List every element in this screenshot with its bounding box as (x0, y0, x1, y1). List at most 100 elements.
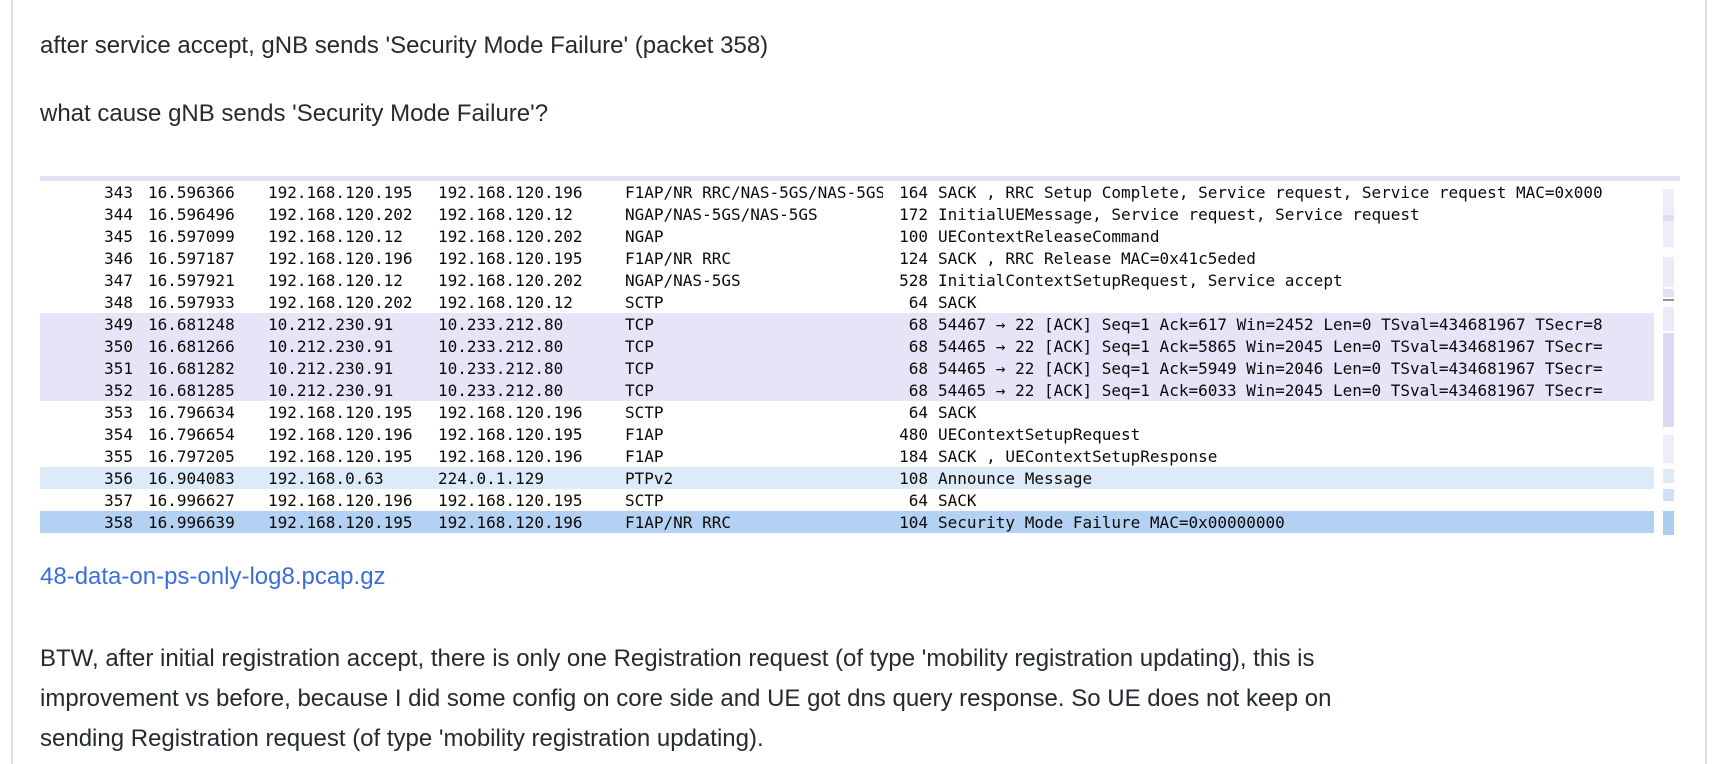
packet-cell-dst: 192.168.120.12 (438, 292, 573, 312)
packet-cell-proto: PTPv2 (625, 468, 674, 488)
packet-cell-no: 355 (104, 446, 133, 466)
packet-row: 352 16.681285 10.212.230.91 10.233.212.80 TC… (40, 379, 1654, 401)
packet-cell-no: 344 (104, 204, 133, 224)
packet-cell-no: 356 (104, 468, 133, 488)
packet-cell-info: Security Mode Failure MAC=0x00000000 (938, 512, 1285, 532)
packet-cell-info: UEContextSetupRequest (938, 424, 1141, 444)
packet-cell-len: 68 (908, 336, 928, 356)
wireshark-packet-list-image[interactable]: 343 16.596366 192.168.120.195 192.168.120.1… (40, 176, 1680, 535)
packet-cell-src: 10.212.230.91 (268, 380, 394, 400)
table-header-strip (40, 176, 1680, 181)
packet-row: 353 16.796634 192.168.120.195 192.168.120.1… (40, 401, 1654, 423)
packet-cell-no: 358 (104, 512, 133, 532)
packet-cell-time: 16.596366 (148, 182, 235, 202)
packet-cell-info: InitialUEMessage, Service request, Servi… (938, 204, 1420, 224)
packet-cell-proto: NGAP (625, 226, 664, 246)
packet-cell-proto: F1AP/NR RRC (625, 248, 731, 268)
packet-cell-proto: NGAP/NAS-5GS/NAS-5GS (625, 204, 818, 224)
packet-row: 350 16.681266 10.212.230.91 10.233.212.80 TC… (40, 335, 1654, 357)
packet-cell-len: 68 (908, 358, 928, 378)
packet-row: 347 16.597921 192.168.120.12 192.168.120.20… (40, 269, 1654, 291)
packet-cell-no: 349 (104, 314, 133, 334)
packet-cell-info: SACK (938, 490, 977, 510)
packet-cell-dst: 192.168.120.202 (438, 226, 583, 246)
packet-cell-info: 54465 → 22 [ACK] Seq=1 Ack=5865 Win=2045… (938, 336, 1603, 356)
packet-cell-len: 528 (899, 270, 928, 290)
paragraph-btw-line: BTW, after initial registration accept, … (40, 645, 1315, 672)
packet-cell-info: SACK , RRC Setup Complete, Service reque… (938, 182, 1603, 202)
packet-cell-no: 350 (104, 336, 133, 356)
minimap-segment (1663, 215, 1674, 221)
paragraph-btw: BTW, after initial registration accept, … (40, 639, 1681, 759)
packet-cell-len: 68 (908, 314, 928, 334)
packet-row: 354 16.796654 192.168.120.196 192.168.120.1… (40, 423, 1654, 445)
packet-cell-proto: TCP (625, 314, 654, 334)
packet-cell-dst: 10.233.212.80 (438, 380, 564, 400)
packet-cell-src: 192.168.120.202 (268, 292, 413, 312)
packet-cell-dst: 192.168.120.12 (438, 204, 573, 224)
minimap-segment (1663, 307, 1674, 331)
packet-cell-src: 10.212.230.91 (268, 314, 394, 334)
packet-cell-time: 16.681282 (148, 358, 235, 378)
packet-cell-time: 16.597187 (148, 248, 235, 268)
attachment-link[interactable]: 48-data-on-ps-only-log8.pcap.gz (40, 563, 386, 590)
packet-cell-src: 192.168.120.196 (268, 490, 413, 510)
packet-cell-dst: 192.168.120.202 (438, 270, 583, 290)
packet-cell-no: 345 (104, 226, 133, 246)
packet-cell-dst: 192.168.120.196 (438, 512, 583, 532)
packet-cell-dst: 192.168.120.196 (438, 182, 583, 202)
minimap-segment (1663, 289, 1674, 297)
packet-cell-src: 192.168.120.202 (268, 204, 413, 224)
packet-cell-no: 346 (104, 248, 133, 268)
packet-cell-time: 16.597099 (148, 226, 235, 246)
packet-cell-len: 68 (908, 380, 928, 400)
packet-cell-time: 16.597921 (148, 270, 235, 290)
packet-cell-dst: 10.233.212.80 (438, 314, 564, 334)
packet-cell-info: SACK (938, 292, 977, 312)
packet-cell-info: SACK , RRC Release MAC=0x41c5eded (938, 248, 1256, 268)
paragraph-service-accept: after service accept, gNB sends 'Securit… (40, 32, 769, 59)
packet-cell-dst: 224.0.1.129 (438, 468, 544, 488)
packet-cell-info: 54465 → 22 [ACK] Seq=1 Ack=6033 Win=2045… (938, 380, 1603, 400)
packet-cell-time: 16.996627 (148, 490, 235, 510)
packet-cell-proto: TCP (625, 358, 654, 378)
packet-cell-no: 352 (104, 380, 133, 400)
packet-cell-time: 16.597933 (148, 292, 235, 312)
packet-cell-proto: TCP (625, 380, 654, 400)
packet-row: 344 16.596496 192.168.120.202 192.168.120.1… (40, 203, 1654, 225)
packet-cell-src: 192.168.120.12 (268, 226, 403, 246)
packet-cell-src: 10.212.230.91 (268, 336, 394, 356)
paragraph-btw-line: sending Registration request (of type 'm… (40, 725, 764, 752)
packet-cell-len: 100 (899, 226, 928, 246)
packet-cell-proto: SCTP (625, 490, 664, 510)
packet-cell-proto: SCTP (625, 292, 664, 312)
packet-cell-proto: F1AP/NR RRC/NAS-5GS/NAS-5GS (625, 182, 883, 202)
packet-cell-time: 16.797205 (148, 446, 235, 466)
packet-cell-info: SACK , UEContextSetupResponse (938, 446, 1218, 466)
packet-cell-time: 16.596496 (148, 204, 235, 224)
packet-cell-time: 16.681248 (148, 314, 235, 334)
packet-cell-info: 54467 → 22 [ACK] Seq=1 Ack=617 Win=2452 … (938, 314, 1603, 334)
packet-cell-time: 16.796654 (148, 424, 235, 444)
minimap-segment (1663, 333, 1674, 427)
packet-row: 343 16.596366 192.168.120.195 192.168.120.1… (40, 181, 1654, 203)
packet-cell-len: 64 (908, 292, 928, 312)
packet-cell-dst: 192.168.120.195 (438, 248, 583, 268)
paragraph-btw-line: improvement vs before, because I did som… (40, 685, 1332, 712)
minimap-segment (1663, 299, 1674, 301)
packet-cell-src: 192.168.120.195 (268, 182, 413, 202)
comment-card: after service accept, gNB sends 'Securit… (11, 0, 1707, 764)
packet-cell-len: 184 (899, 446, 928, 466)
packet-cell-len: 64 (908, 402, 928, 422)
packet-cell-dst: 192.168.120.196 (438, 446, 583, 466)
packet-cell-time: 16.681266 (148, 336, 235, 356)
packet-cell-len: 480 (899, 424, 928, 444)
packet-cell-src: 192.168.120.12 (268, 270, 403, 290)
packet-cell-len: 124 (899, 248, 928, 268)
packet-row: 358 16.996639 192.168.120.195 192.168.120.1… (40, 511, 1654, 533)
packet-cell-src: 10.212.230.91 (268, 358, 394, 378)
packet-cell-no: 348 (104, 292, 133, 312)
packet-cell-proto: F1AP (625, 424, 664, 444)
packet-cell-src: 192.168.120.195 (268, 446, 413, 466)
packet-cell-proto: F1AP/NR RRC (625, 512, 731, 532)
